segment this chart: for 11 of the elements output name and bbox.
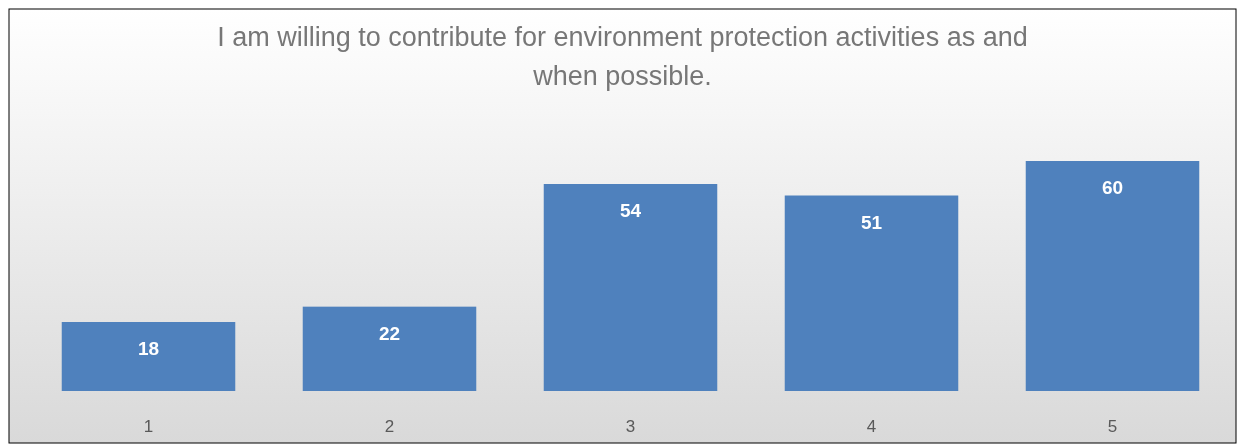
chart-title: I am willing to contribute for environment protection activities as and when possible. bbox=[217, 22, 1028, 91]
x-tick-label: 2 bbox=[384, 417, 395, 436]
x-tick-label: 5 bbox=[1107, 417, 1118, 436]
x-tick-label: 3 bbox=[625, 417, 636, 436]
data-label: 51 bbox=[860, 211, 883, 233]
data-label: 54 bbox=[619, 200, 642, 221]
data-label: 18 bbox=[137, 338, 160, 359]
data-label: 22 bbox=[378, 322, 401, 344]
x-tick-label: 4 bbox=[866, 417, 877, 436]
x-tick-label: 1 bbox=[143, 417, 154, 436]
data-label: 60 bbox=[1101, 177, 1124, 198]
